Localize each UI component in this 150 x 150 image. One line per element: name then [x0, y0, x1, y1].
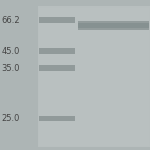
Bar: [39, 8, 148, 146]
Text: 45.0: 45.0: [2, 47, 20, 56]
Text: 25.0: 25.0: [2, 114, 20, 123]
Bar: [78, 23, 148, 28]
Bar: [78, 21, 148, 30]
Bar: [39, 17, 75, 23]
Bar: [39, 116, 75, 122]
Bar: [38, 6, 150, 147]
Bar: [39, 48, 75, 54]
Text: 35.0: 35.0: [2, 64, 20, 73]
Text: 66.2: 66.2: [2, 16, 20, 25]
Bar: [39, 65, 75, 71]
